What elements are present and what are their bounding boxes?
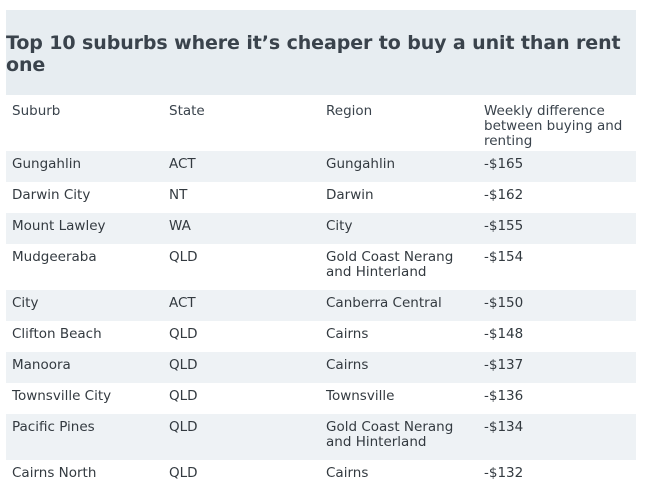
state-cell: ACT bbox=[169, 295, 196, 311]
region-cell: Gold Coast Nerang and Hinterland bbox=[326, 249, 454, 280]
table-row: Manoora QLD Cairns -$137 bbox=[6, 352, 636, 383]
column-header-state: State bbox=[169, 103, 205, 119]
weekly-difference-cell: -$132 bbox=[484, 465, 524, 481]
suburb-cell: Mount Lawley bbox=[12, 218, 106, 234]
weekly-difference-cell: -$134 bbox=[484, 419, 524, 435]
table-row: Pacific Pines QLD Gold Coast Nerang and Hi… bbox=[6, 414, 636, 460]
state-cell: QLD bbox=[169, 465, 198, 481]
state-cell: QLD bbox=[169, 357, 198, 373]
state-cell: QLD bbox=[169, 326, 198, 342]
weekly-difference-cell: -$162 bbox=[484, 187, 524, 203]
suburb-cell: Pacific Pines bbox=[12, 419, 95, 435]
weekly-difference-cell: -$150 bbox=[484, 295, 524, 311]
region-cell: Cairns bbox=[326, 357, 369, 373]
state-cell: QLD bbox=[169, 419, 198, 435]
table-title-bar: Top 10 suburbs where it’s cheaper to buy… bbox=[6, 10, 636, 95]
data-table-container: Top 10 suburbs where it’s cheaper to buy… bbox=[6, 10, 636, 491]
table-row: Cairns North QLD Cairns -$132 bbox=[6, 460, 636, 491]
region-cell: Gold Coast Nerang and Hinterland bbox=[326, 419, 454, 450]
table-row: Darwin City NT Darwin -$162 bbox=[6, 182, 636, 213]
data-table: Suburb State Region Weekly difference be… bbox=[6, 95, 636, 491]
weekly-difference-cell: -$136 bbox=[484, 388, 524, 404]
column-header-region: Region bbox=[326, 103, 373, 119]
suburb-cell: Manoora bbox=[12, 357, 71, 373]
table-row: City ACT Canberra Central -$150 bbox=[6, 290, 636, 321]
table-row: Townsville City QLD Townsville -$136 bbox=[6, 383, 636, 414]
region-cell: Gungahlin bbox=[326, 156, 396, 172]
table-row: Clifton Beach QLD Cairns -$148 bbox=[6, 321, 636, 352]
suburb-cell: Clifton Beach bbox=[12, 326, 102, 342]
table-row: Mount Lawley WA City -$155 bbox=[6, 213, 636, 244]
region-cell: City bbox=[326, 218, 353, 234]
table-row: Mudgeeraba QLD Gold Coast Nerang and Hinte… bbox=[6, 244, 636, 290]
region-cell: Darwin bbox=[326, 187, 374, 203]
header-row: Suburb State Region Weekly difference be… bbox=[6, 95, 636, 151]
region-cell: Canberra Central bbox=[326, 295, 442, 311]
column-header-suburb: Suburb bbox=[12, 103, 61, 119]
state-cell: QLD bbox=[169, 249, 198, 265]
state-cell: NT bbox=[169, 187, 188, 203]
state-cell: WA bbox=[169, 218, 191, 234]
suburb-cell: City bbox=[12, 295, 39, 311]
suburb-cell: Cairns North bbox=[12, 465, 97, 481]
weekly-difference-cell: -$155 bbox=[484, 218, 524, 234]
region-cell: Cairns bbox=[326, 465, 369, 481]
weekly-difference-cell: -$148 bbox=[484, 326, 524, 342]
state-cell: QLD bbox=[169, 388, 198, 404]
region-cell: Townsville bbox=[326, 388, 395, 404]
column-header-weekly-difference: Weekly difference between buying and ren… bbox=[484, 103, 623, 149]
suburb-cell: Townsville City bbox=[12, 388, 112, 404]
table-body: Gungahlin ACT Gungahlin -$165 Darwin City NT D… bbox=[6, 151, 636, 491]
suburb-cell: Gungahlin bbox=[12, 156, 82, 172]
region-cell: Cairns bbox=[326, 326, 369, 342]
table-title: Top 10 suburbs where it’s cheaper to buy… bbox=[6, 31, 621, 76]
suburb-cell: Darwin City bbox=[12, 187, 91, 203]
state-cell: ACT bbox=[169, 156, 196, 172]
table-header: Suburb State Region Weekly difference be… bbox=[6, 95, 636, 151]
suburb-cell: Mudgeeraba bbox=[12, 249, 97, 265]
table-row: Gungahlin ACT Gungahlin -$165 bbox=[6, 151, 636, 182]
weekly-difference-cell: -$154 bbox=[484, 249, 524, 265]
weekly-difference-cell: -$137 bbox=[484, 357, 524, 373]
weekly-difference-cell: -$165 bbox=[484, 156, 524, 172]
